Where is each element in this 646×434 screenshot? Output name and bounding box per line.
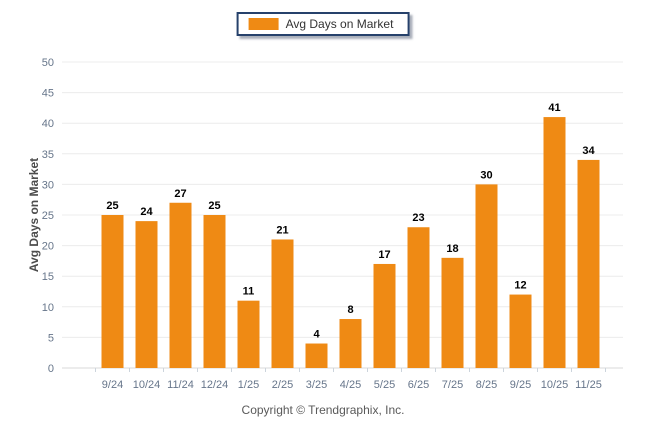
bar	[135, 221, 158, 368]
bar	[101, 215, 124, 368]
bar-value-label: 25	[106, 200, 118, 212]
bar-value-label: 17	[378, 249, 390, 261]
y-tick-label: 30	[42, 179, 54, 191]
y-tick-label: 5	[48, 332, 54, 344]
x-tick-label: 10/25	[541, 379, 569, 391]
x-tick-label: 4/25	[340, 379, 361, 391]
bar	[203, 215, 226, 368]
bar	[339, 319, 362, 368]
bar	[305, 343, 328, 368]
y-tick-label: 20	[42, 241, 54, 253]
x-tick-label: 9/24	[102, 379, 123, 391]
x-tick-label: 8/25	[476, 379, 497, 391]
bar	[441, 257, 464, 368]
legend-swatch-icon	[248, 18, 279, 30]
x-tick-label: 2/25	[272, 379, 293, 391]
y-tick-label: 50	[42, 57, 54, 69]
bar	[237, 300, 260, 368]
bar-value-label: 30	[480, 169, 492, 181]
y-tick-label: 10	[42, 302, 54, 314]
x-tick-label: 6/25	[408, 379, 429, 391]
bar-value-label: 18	[446, 243, 458, 255]
bar	[577, 159, 600, 368]
y-tick-label: 25	[42, 210, 54, 222]
legend: Avg Days on Market	[236, 12, 410, 36]
bar-value-label: 41	[548, 102, 560, 114]
y-tick-label: 35	[42, 149, 54, 161]
bar-value-label: 21	[276, 224, 288, 236]
bar-value-label: 34	[582, 145, 595, 157]
bar	[543, 117, 566, 368]
bar	[407, 227, 430, 368]
bar-value-label: 23	[412, 212, 424, 224]
x-tick-label: 7/25	[442, 379, 463, 391]
x-tick-label: 1/25	[238, 379, 259, 391]
bar-value-label: 25	[208, 200, 220, 212]
legend-label: Avg Days on Market	[285, 17, 394, 31]
x-tick-label: 11/24	[167, 379, 194, 391]
x-tick-label: 9/25	[510, 379, 531, 391]
bar-value-label: 12	[514, 280, 526, 292]
bar	[169, 202, 192, 368]
x-tick-label: 11/25	[575, 379, 602, 391]
bar-value-label: 11	[243, 286, 255, 298]
copyright-text: Copyright © Trendgraphix, Inc.	[241, 403, 405, 417]
x-tick-label: 10/24	[133, 379, 161, 391]
x-tick-label: 5/25	[374, 379, 395, 391]
bar	[475, 184, 498, 368]
y-axis-title: Avg Days on Market	[27, 158, 41, 272]
y-tick-label: 0	[48, 363, 54, 375]
bar	[509, 294, 532, 368]
bar	[373, 263, 396, 368]
x-tick-label: 12/24	[201, 379, 229, 391]
x-tick-label: 3/25	[306, 379, 327, 391]
y-tick-label: 15	[42, 271, 54, 283]
y-tick-label: 40	[42, 118, 54, 130]
bar	[271, 239, 294, 368]
bar-value-label: 4	[313, 329, 320, 341]
y-tick-label: 45	[42, 88, 54, 100]
bar-value-label: 8	[347, 304, 353, 316]
bar-value-label: 24	[140, 206, 153, 218]
bar-value-label: 27	[174, 188, 186, 200]
